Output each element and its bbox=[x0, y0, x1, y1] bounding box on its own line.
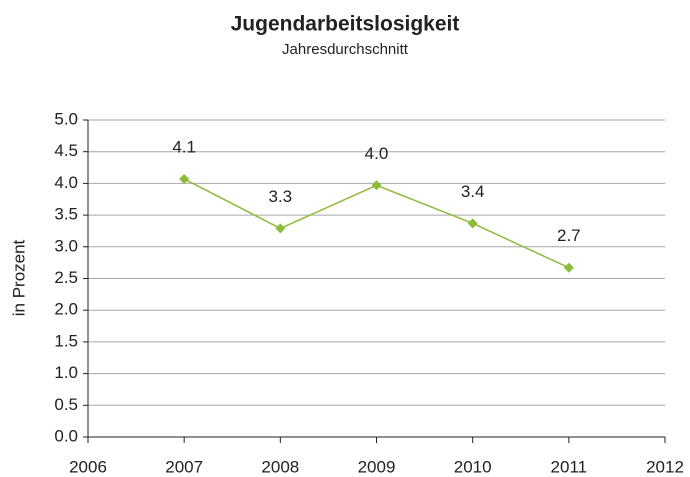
y-tick-label: 2.5 bbox=[54, 268, 78, 287]
data-label: 4.1 bbox=[172, 137, 196, 156]
data-label: 2.7 bbox=[557, 226, 581, 245]
chart-title: Jugendarbeitslosigkeit bbox=[231, 13, 460, 36]
y-tick-label: 1.5 bbox=[54, 331, 78, 350]
data-label: 3.3 bbox=[269, 187, 293, 206]
marker bbox=[275, 223, 286, 234]
y-tick-label: 5.0 bbox=[54, 109, 78, 128]
data-label: 3.4 bbox=[461, 182, 485, 201]
y-axis-label: in Prozent bbox=[9, 239, 28, 316]
data-label: 4.0 bbox=[365, 144, 389, 163]
marker bbox=[371, 180, 382, 191]
x-tick-label: 2007 bbox=[165, 457, 203, 476]
chart-subtitle: Jahresdurchschnitt bbox=[282, 41, 409, 58]
x-tick-label: 2011 bbox=[551, 457, 588, 476]
marker bbox=[179, 173, 190, 184]
y-tick-label: 0.5 bbox=[54, 395, 78, 414]
line bbox=[183, 178, 570, 269]
x-tick-label: 2010 bbox=[454, 457, 492, 476]
marker bbox=[467, 218, 478, 229]
y-tick-label: 4.5 bbox=[54, 141, 78, 160]
marker bbox=[563, 262, 574, 273]
y-tick-label: 1.0 bbox=[54, 363, 78, 382]
y-tick-label: 3.5 bbox=[54, 205, 78, 224]
x-tick-label: 2012 bbox=[646, 457, 684, 476]
x-tick-label: 2006 bbox=[69, 457, 107, 476]
y-tick-label: 3.0 bbox=[54, 236, 78, 255]
y-tick-label: 4.0 bbox=[54, 173, 78, 192]
y-tick-label: 2.0 bbox=[54, 300, 78, 319]
x-tick-label: 2009 bbox=[358, 457, 396, 476]
x-tick-label: 2008 bbox=[261, 457, 299, 476]
y-tick-label: 0.0 bbox=[54, 426, 78, 445]
